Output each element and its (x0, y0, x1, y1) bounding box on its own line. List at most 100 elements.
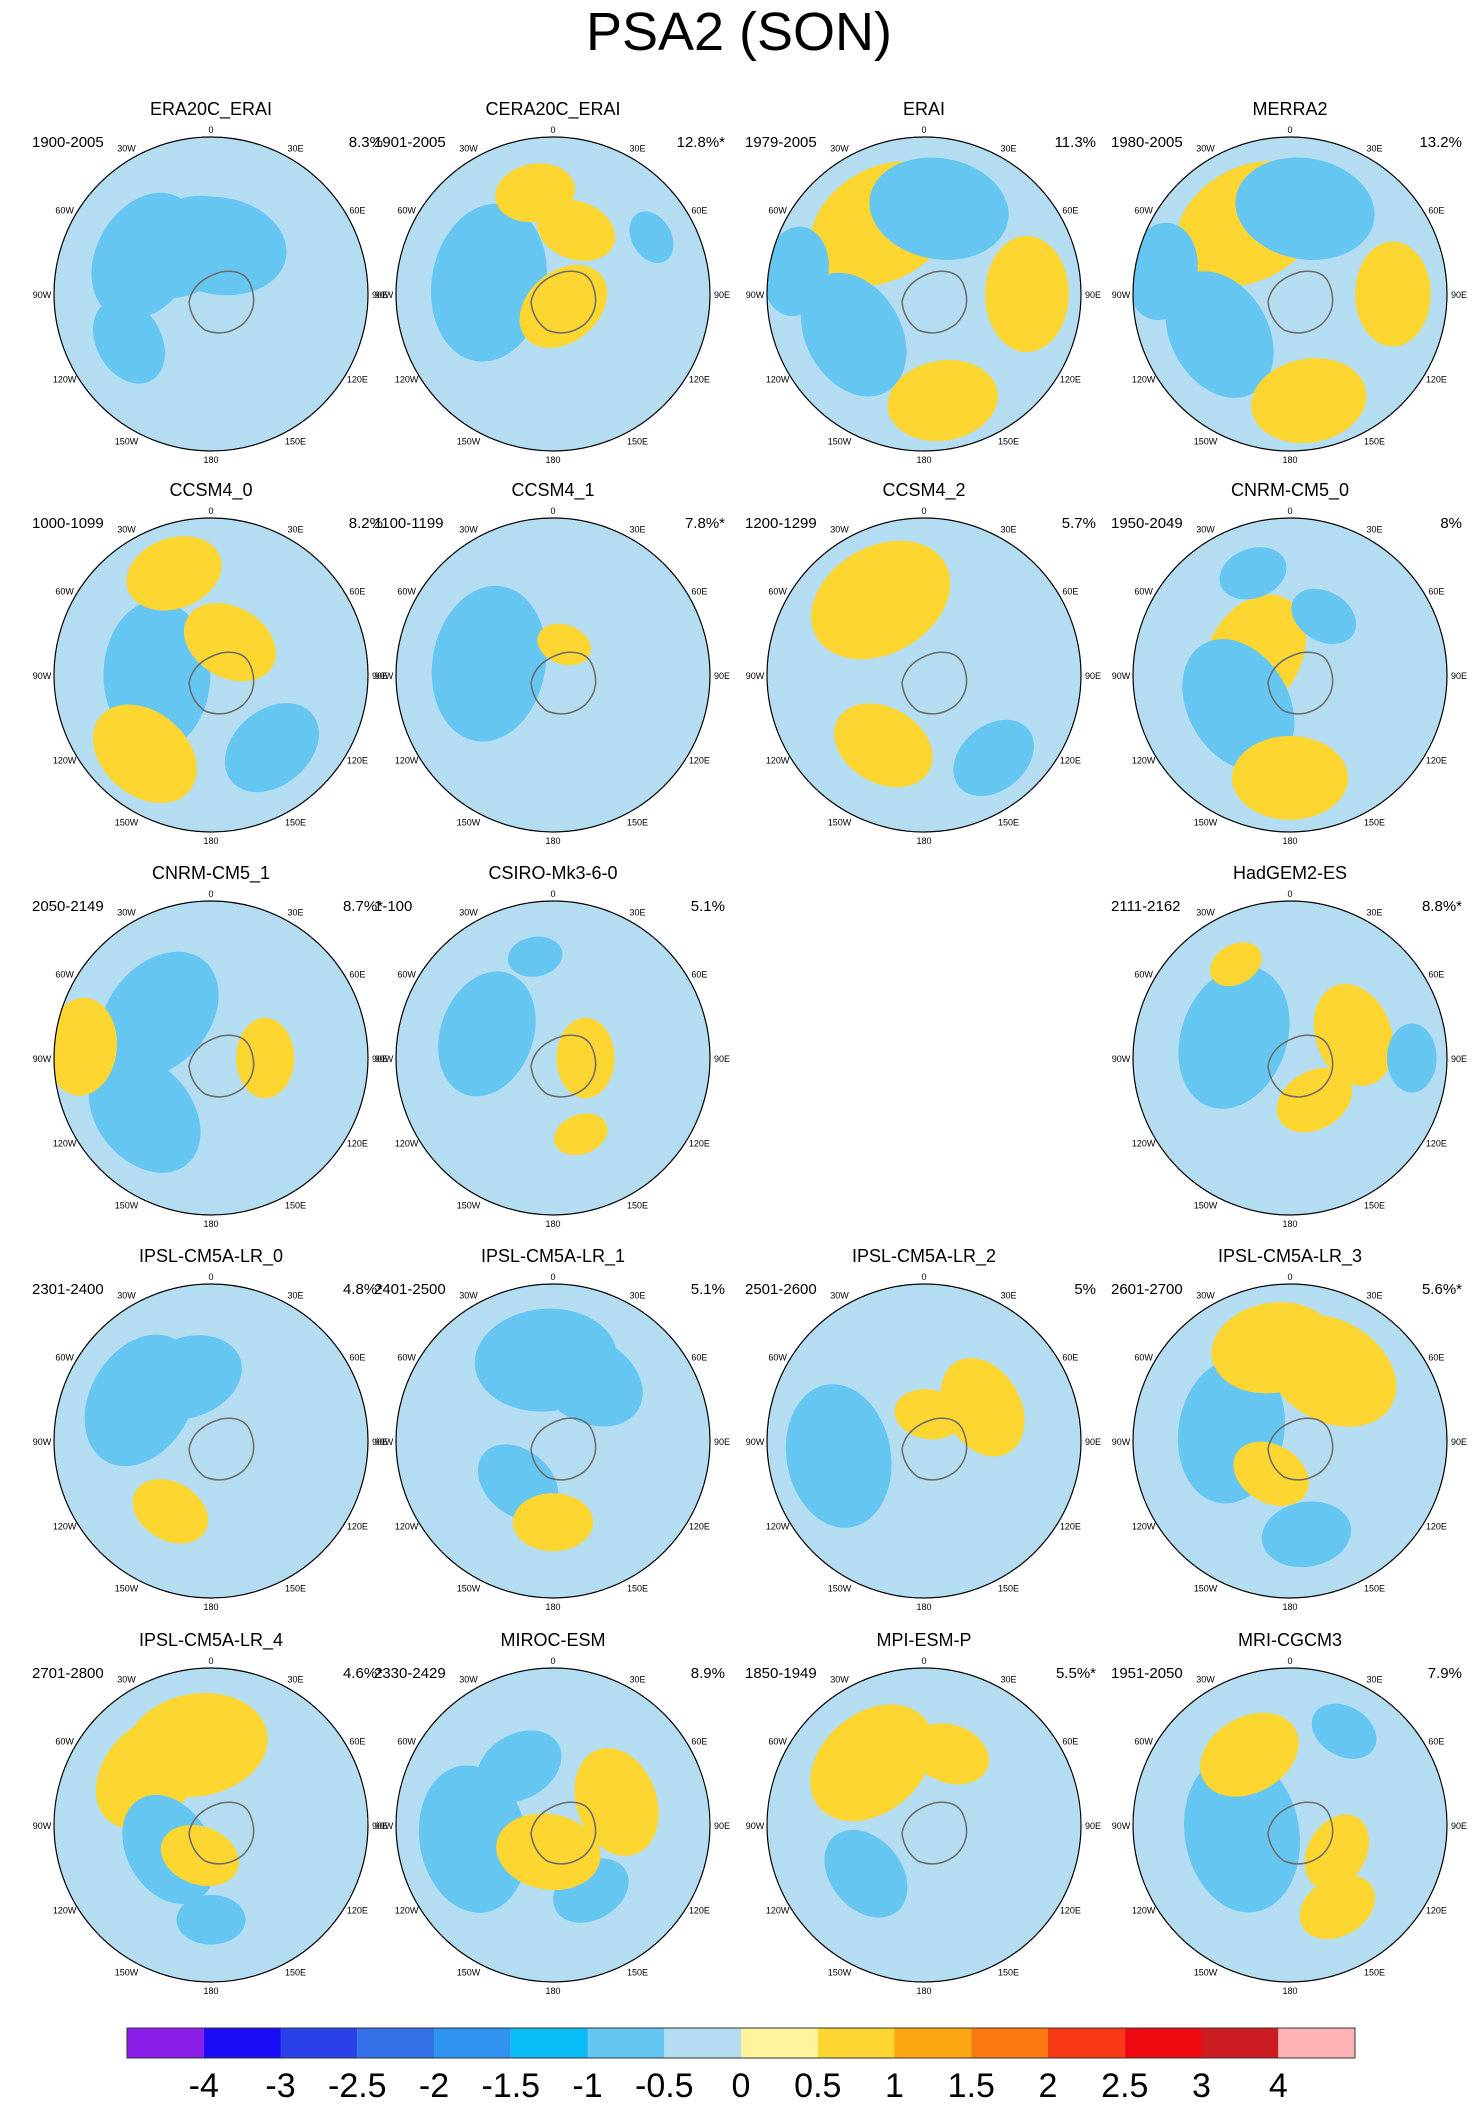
longitude-label: 30E (629, 908, 645, 918)
colorbar-swatch (971, 2028, 1049, 2058)
longitude-label: 60W (55, 970, 74, 980)
anomaly-contour (1313, 983, 1394, 1086)
longitude-label: 30E (1000, 525, 1016, 535)
longitude-label: 60E (1428, 970, 1444, 980)
panel-title: CSIRO-Mk3-6-0 (488, 863, 617, 883)
longitude-label: 0 (208, 125, 213, 135)
antarctica-coastline (188, 270, 255, 334)
longitude-label: 0 (1287, 889, 1292, 899)
longitude-label: 30W (1196, 1291, 1215, 1301)
longitude-label: 30E (287, 908, 303, 918)
longitude-label: 90W (33, 671, 52, 681)
longitude-label: 60E (1062, 1737, 1078, 1747)
longitude-label: 90W (1112, 671, 1131, 681)
longitude-label: 60E (1428, 206, 1444, 216)
map-field (1133, 1668, 1447, 1982)
map-field (1133, 137, 1447, 451)
longitude-label: 90E (1451, 290, 1467, 300)
anomaly-contour (512, 1493, 594, 1552)
panel-variance: 8.3% (349, 134, 383, 151)
longitude-label: 0 (921, 125, 926, 135)
map-field (54, 137, 368, 451)
map-field (767, 137, 1081, 451)
anomaly-contour (887, 360, 998, 442)
longitude-label: 120E (689, 756, 710, 766)
map-panel: CCSM4_0 1000-1099 8.2% 0 30E 60E 90E 120E 150E 18… (32, 480, 388, 846)
anomaly-contour (476, 1730, 562, 1803)
anomaly-contour (93, 299, 165, 384)
longitude-label: 30E (1000, 1675, 1016, 1685)
longitude-label: 60W (397, 1737, 416, 1747)
longitude-label: 60W (397, 970, 416, 980)
longitude-label: 150E (627, 436, 648, 446)
longitude-label: 120E (347, 375, 368, 385)
longitude-label: 90E (372, 1437, 388, 1447)
longitude-label: 150W (828, 436, 852, 446)
longitude-label: 0 (550, 125, 555, 135)
colorbar-swatch (664, 2028, 742, 2058)
longitude-label: 120W (53, 1906, 77, 1916)
panel-period: 2050-2149 (32, 898, 104, 915)
longitude-label: 120W (1132, 756, 1156, 766)
panel-title: MIROC-ESM (501, 1630, 606, 1650)
colorbar-tick-label: -4 (189, 2067, 219, 2105)
longitude-label: 120W (766, 375, 790, 385)
map-panel: HadGEM2-ES 2111-2162 8.8%* 0 30E 60E 90E 120E 15… (1111, 863, 1467, 1229)
anomaly-contour (1210, 942, 1262, 987)
longitude-label: 60E (1428, 587, 1444, 597)
anomaly-contour (1235, 157, 1375, 260)
anomaly-contour (1304, 1814, 1370, 1890)
panel-title: CCSM4_2 (882, 480, 965, 501)
panel-variance: 5.1% (691, 898, 725, 915)
longitude-label: 30E (1366, 144, 1382, 154)
panel-period: 1100-1199 (374, 515, 444, 532)
map-panel: CNRM-CM5_1 2050-2149 8.7%* 0 30E 60E 90E 120E 15… (32, 863, 388, 1229)
longitude-label: 180 (1282, 836, 1297, 846)
panel-variance: 4.6%* (343, 1665, 383, 1682)
longitude-label: 30E (287, 1291, 303, 1301)
anomaly-contour (894, 1389, 963, 1440)
anomaly-contour (910, 1723, 989, 1785)
longitude-label: 30W (1196, 908, 1215, 918)
longitude-label: 90E (1451, 671, 1467, 681)
anomaly-contour (1387, 1023, 1437, 1093)
longitude-label: 0 (921, 1656, 926, 1666)
longitude-label: 90W (33, 1437, 52, 1447)
longitude-label: 120W (1132, 1906, 1156, 1916)
longitude-label: 150E (1364, 1583, 1385, 1593)
map-field (1133, 1284, 1447, 1598)
panel-period: 2301-2400 (32, 1281, 104, 1298)
anomaly-contour (1200, 1712, 1299, 1797)
longitude-label: 30E (629, 144, 645, 154)
figure-title: PSA2 (SON) (586, 2, 892, 62)
anomaly-contour (1299, 1874, 1376, 1940)
longitude-label: 150E (1364, 817, 1385, 827)
panel-title: CERA20C_ERAI (485, 99, 620, 120)
longitude-label: 0 (208, 1656, 213, 1666)
longitude-label: 180 (545, 836, 560, 846)
colorbar-tick-label: 4 (1269, 2067, 1288, 2105)
longitude-label: 150E (998, 436, 1019, 446)
map-border (395, 1283, 711, 1599)
map-border (1132, 900, 1448, 1216)
colorbar-tick-label: -2.5 (328, 2067, 387, 2105)
panel-title: IPSL-CM5A-LR_4 (139, 1630, 283, 1651)
colorbar-swatch (1048, 2028, 1125, 2058)
longitude-label: 60E (349, 1353, 365, 1363)
longitude-label: 120W (1132, 375, 1156, 385)
map-border (53, 517, 369, 833)
map-panel: IPSL-CM5A-LR_1 2401-2500 5.1% 0 30E 60E 90E 120… (374, 1246, 730, 1612)
longitude-label: 150E (998, 817, 1019, 827)
panel-period: 1-100 (374, 898, 412, 915)
longitude-label: 30E (287, 144, 303, 154)
map-background (1133, 901, 1447, 1215)
anomaly-contour (834, 703, 933, 788)
anomaly-contour (431, 585, 547, 742)
panel-period: 1951-2050 (1111, 1665, 1183, 1682)
longitude-label: 180 (916, 1602, 931, 1612)
anomaly-contour (495, 163, 576, 223)
map-panel: MPI-ESM-P 1850-1949 5.5%* 0 30E 60E 90E 120E 150… (745, 1630, 1101, 1996)
panel-period: 1200-1299 (745, 515, 817, 532)
longitude-label: 60W (768, 206, 787, 216)
longitude-label: 90W (1112, 1054, 1131, 1064)
